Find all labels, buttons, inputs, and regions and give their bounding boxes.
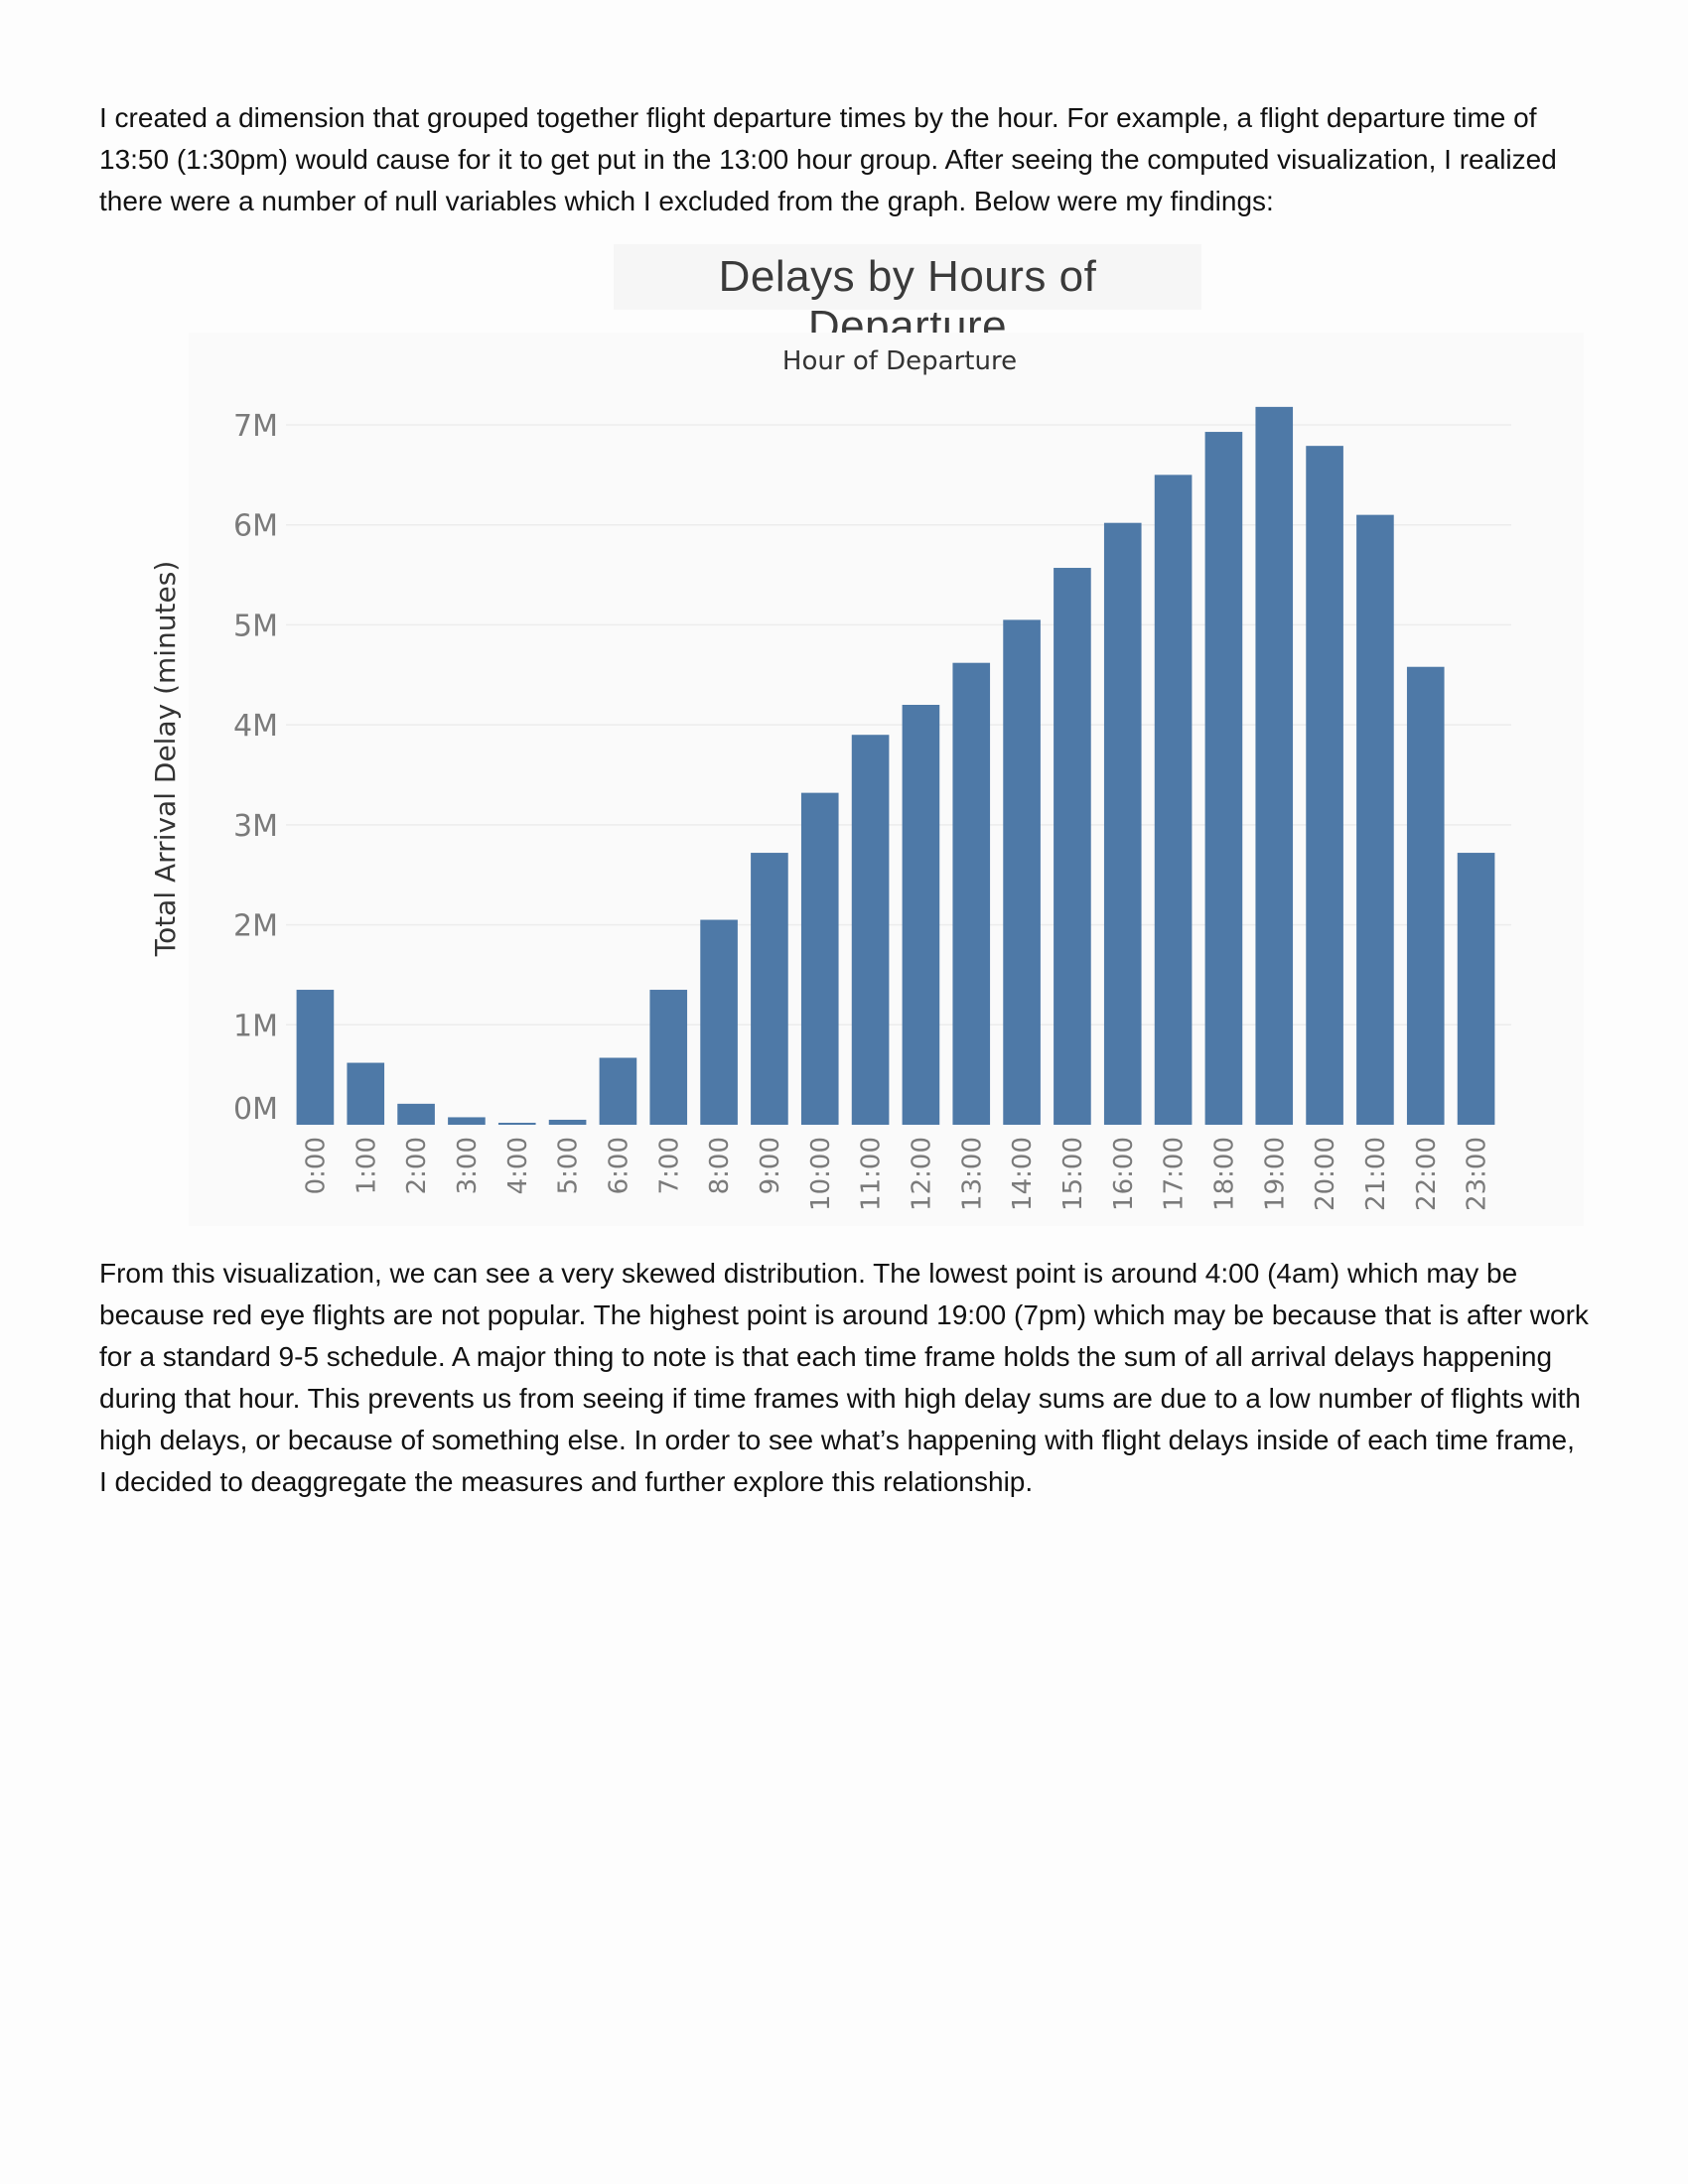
bar bbox=[902, 705, 940, 1125]
x-tick-label: 15:00 bbox=[1058, 1137, 1088, 1211]
x-tick-label: 20:00 bbox=[1311, 1137, 1340, 1211]
x-tick-label: 10:00 bbox=[806, 1137, 836, 1211]
x-tick-label: 21:00 bbox=[1361, 1137, 1391, 1211]
y-tick-label: 3M bbox=[233, 809, 278, 844]
x-tick-label: 9:00 bbox=[756, 1137, 785, 1194]
x-tick-label: 17:00 bbox=[1160, 1137, 1190, 1211]
bars bbox=[296, 406, 1495, 1125]
y-axis-title: Total Arrival Delay (minutes) bbox=[149, 561, 182, 958]
findings-paragraph: From this visualization, we can see a ve… bbox=[99, 1258, 1589, 1497]
bar bbox=[851, 735, 890, 1125]
bar bbox=[952, 662, 991, 1125]
bar bbox=[347, 1062, 385, 1125]
bar-chart: Hour of Departure 0M 1M 2M 3M 4M 5M 6M 7M 0:00 1… bbox=[149, 346, 1511, 1211]
x-tick-label: 8:00 bbox=[705, 1137, 735, 1194]
x-axis-ticks: 0:00 1:00 2:00 3:00 4:00 5:00 6:00 7:00 8:00 9:00… bbox=[301, 1137, 1491, 1211]
x-tick-label: 2:00 bbox=[402, 1137, 432, 1194]
y-tick-label: 6M bbox=[233, 509, 278, 544]
bar bbox=[800, 792, 839, 1125]
x-tick-label: 12:00 bbox=[907, 1137, 936, 1211]
bar bbox=[1154, 475, 1193, 1125]
bar bbox=[497, 1122, 536, 1125]
y-tick-label: 2M bbox=[233, 909, 278, 944]
x-tick-label: 23:00 bbox=[1463, 1137, 1492, 1211]
x-tick-label: 7:00 bbox=[654, 1137, 684, 1194]
chart-title-box: Delays by Hours of Departure bbox=[614, 244, 1201, 350]
x-tick-label: 3:00 bbox=[453, 1137, 483, 1194]
y-tick-label: 4M bbox=[233, 709, 278, 744]
bar bbox=[1054, 568, 1091, 1125]
bar bbox=[1255, 406, 1294, 1125]
x-tick-label: 22:00 bbox=[1412, 1137, 1442, 1211]
bar bbox=[751, 853, 788, 1125]
chart-title: Delays by Hours of Departure bbox=[718, 252, 1097, 350]
bar bbox=[548, 1119, 587, 1125]
bar bbox=[1003, 619, 1041, 1125]
y-tick-label: 0M bbox=[233, 1092, 278, 1127]
x-tick-label: 14:00 bbox=[1008, 1137, 1038, 1211]
bar bbox=[1356, 514, 1394, 1125]
y-tick-label: 1M bbox=[233, 1009, 278, 1043]
x-tick-label: 18:00 bbox=[1209, 1137, 1239, 1211]
bar bbox=[700, 919, 738, 1125]
bar bbox=[649, 990, 688, 1125]
bar bbox=[1306, 446, 1343, 1125]
intro-paragraph: I created a dimension that grouped toget… bbox=[99, 102, 1557, 216]
bar bbox=[1406, 666, 1445, 1125]
x-tick-label: 0:00 bbox=[301, 1137, 331, 1194]
bar bbox=[448, 1117, 486, 1125]
x-tick-label: 13:00 bbox=[957, 1137, 987, 1211]
y-tick-label: 7M bbox=[233, 409, 278, 444]
y-axis-ticks: 0M 1M 2M 3M 4M 5M 6M 7M bbox=[233, 409, 278, 1127]
x-tick-label: 19:00 bbox=[1260, 1137, 1290, 1211]
x-tick-label: 1:00 bbox=[352, 1137, 381, 1194]
x-tick-label: 16:00 bbox=[1109, 1137, 1139, 1211]
x-tick-label: 4:00 bbox=[503, 1137, 533, 1194]
bar bbox=[599, 1057, 637, 1125]
x-tick-label: 6:00 bbox=[604, 1137, 633, 1194]
bar bbox=[1457, 853, 1495, 1125]
bar bbox=[397, 1103, 435, 1125]
bar bbox=[1204, 432, 1243, 1125]
bar bbox=[1103, 522, 1142, 1125]
chart-header-label: Hour of Departure bbox=[782, 346, 1017, 376]
x-tick-label: 11:00 bbox=[857, 1137, 887, 1211]
bar bbox=[296, 990, 335, 1125]
y-tick-label: 5M bbox=[233, 609, 278, 643]
x-tick-label: 5:00 bbox=[554, 1137, 584, 1194]
